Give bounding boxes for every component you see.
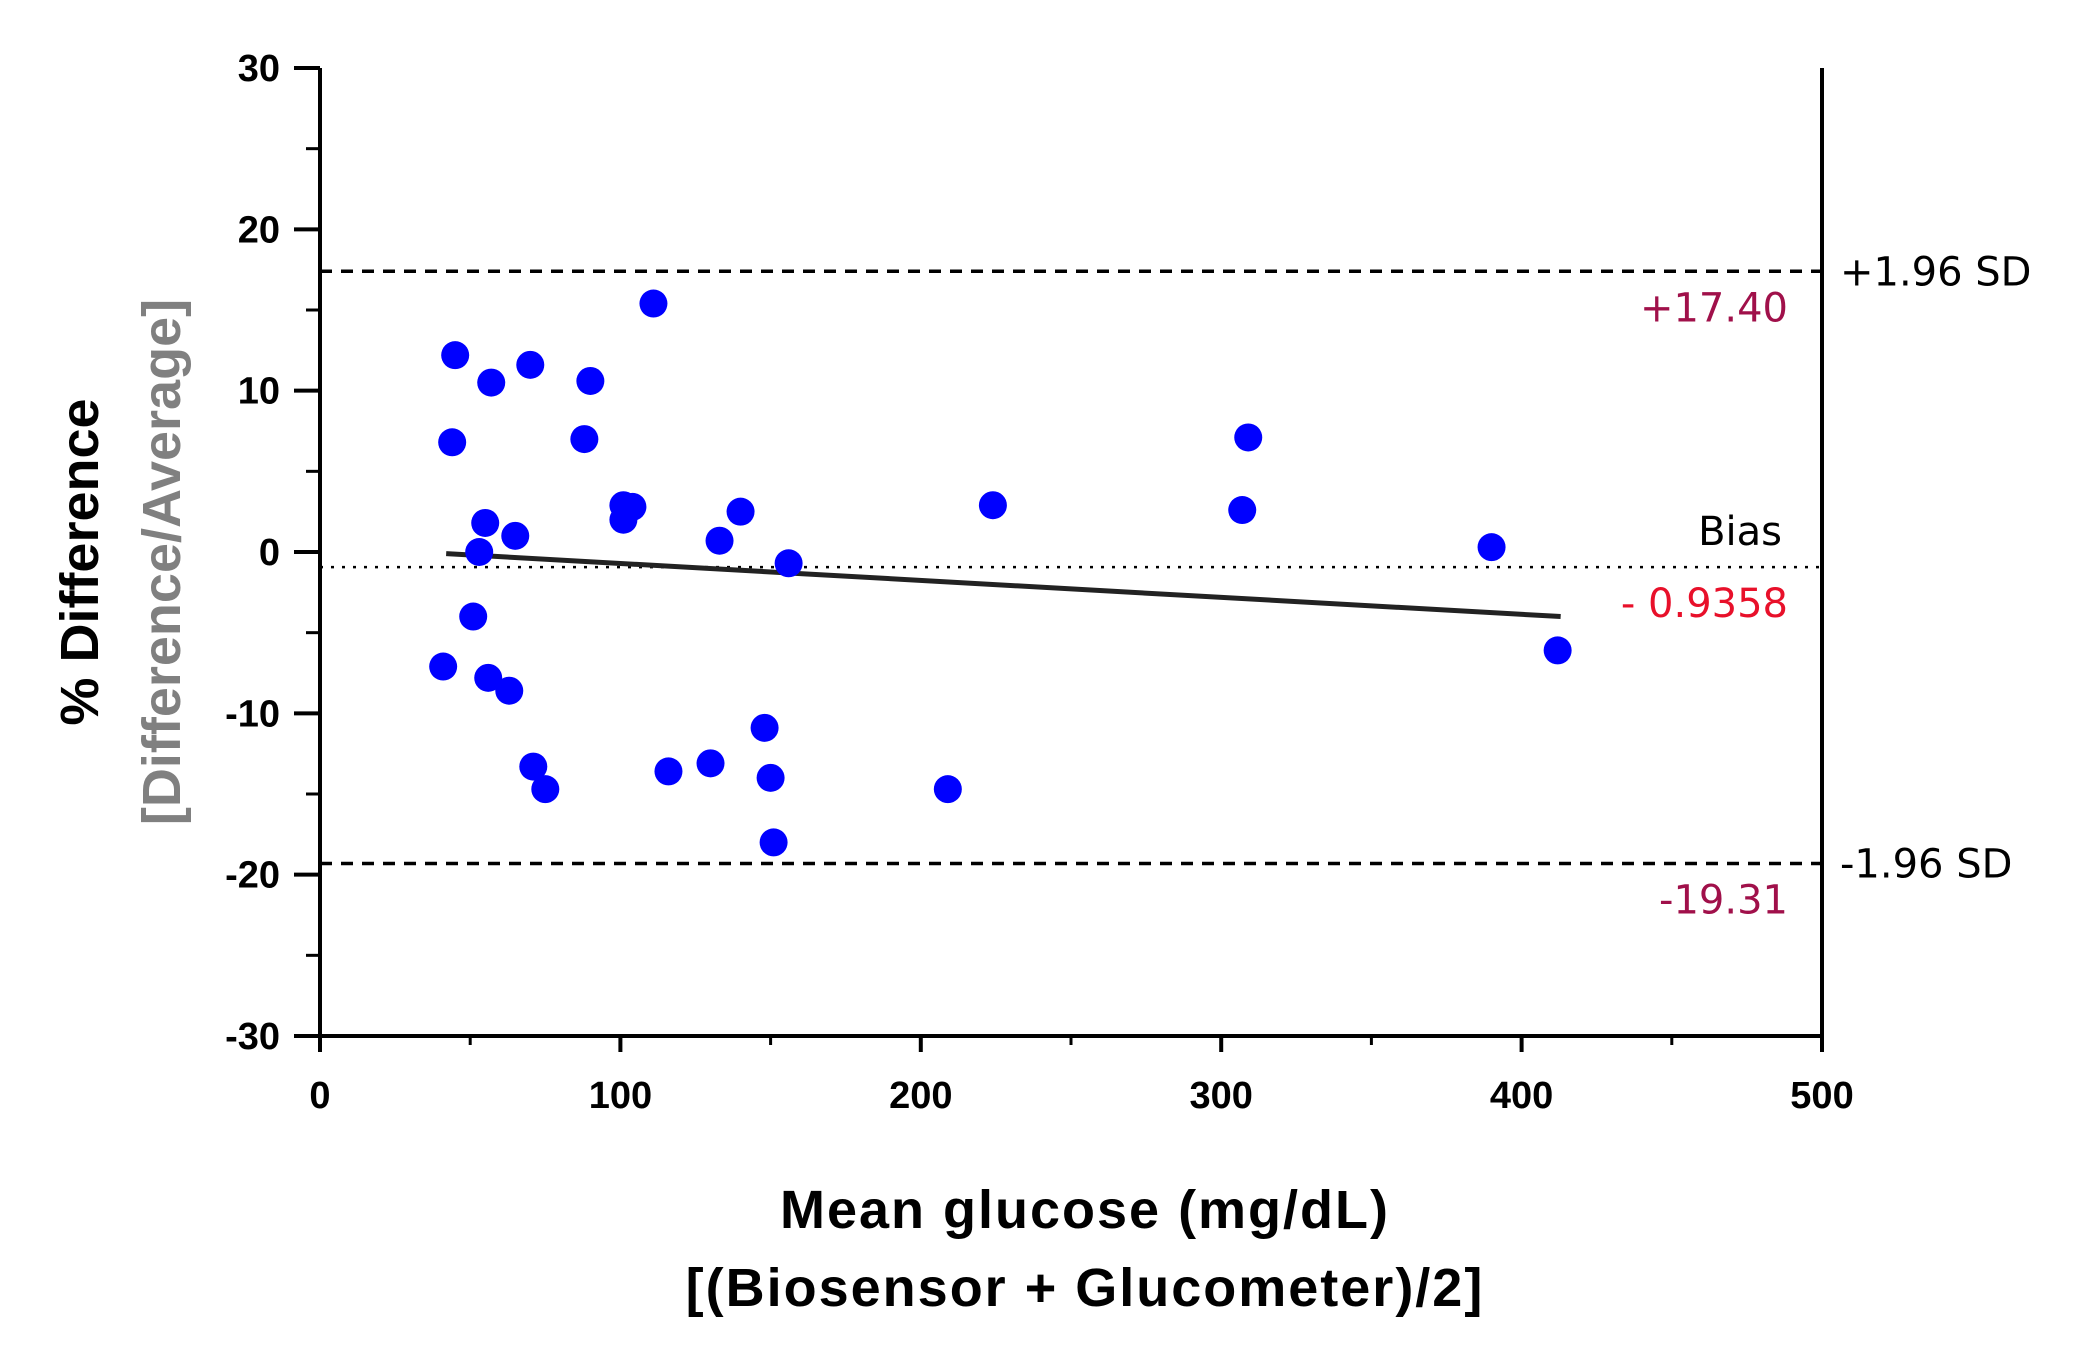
data-point (459, 602, 488, 631)
data-point (531, 775, 560, 804)
x-axis-ticks: 0 100 200 300 400 500 (309, 1036, 1854, 1117)
data-point (576, 366, 605, 395)
data-point (1543, 636, 1572, 665)
lower-limit-value: -19.31 (1659, 878, 1788, 924)
y-tick-label: -10 (225, 693, 280, 735)
bias-label: Bias (1698, 509, 1782, 555)
data-point (696, 749, 725, 778)
data-point (474, 663, 503, 692)
x-axis-subtitle: [(Biosensor + Glucometer)/2] (686, 1258, 1485, 1318)
data-point (570, 425, 599, 454)
x-tick-label: 100 (589, 1075, 652, 1117)
data-point (756, 763, 785, 792)
data-point (438, 428, 467, 457)
y-tick-label: -30 (225, 1016, 280, 1058)
data-point (705, 526, 734, 555)
y-tick-label: 30 (238, 48, 280, 90)
data-point (618, 492, 647, 521)
data-point (1477, 533, 1506, 562)
reference-lines: +1.96 SD +17.40 Bias - 0.9358 -1.96 SD -19.31 (320, 249, 2031, 924)
upper-limit-value: +17.40 (1640, 285, 1788, 331)
data-point (759, 828, 788, 857)
data-point (639, 289, 668, 318)
y-axis-ticks: 30 20 10 0 -10 -20 -30 (225, 48, 320, 1058)
data-point (654, 757, 683, 786)
bias-value: - 0.9358 (1621, 581, 1788, 627)
data-point (477, 368, 506, 397)
x-axis-title: Mean glucose (mg/dL) (780, 1180, 1390, 1240)
data-point (519, 752, 548, 781)
data-point (465, 538, 494, 566)
x-tick-label: 300 (1189, 1075, 1252, 1117)
data-point (441, 341, 470, 370)
data-point (516, 350, 545, 379)
y-tick-label: 20 (238, 209, 280, 251)
y-tick-label: -20 (225, 855, 280, 897)
data-point (1228, 496, 1257, 525)
data-point (774, 549, 803, 578)
data-point (495, 676, 524, 705)
x-tick-label: 200 (889, 1075, 952, 1117)
y-axis-subtitle: [Difference/Average] (132, 299, 192, 825)
data-point (1234, 423, 1263, 452)
data-point (429, 652, 458, 681)
data-point (978, 491, 1007, 520)
x-tick-label: 400 (1490, 1075, 1553, 1117)
regression-line (446, 551, 1561, 620)
data-points (429, 289, 1572, 857)
upper-limit-label: +1.96 SD (1840, 249, 2031, 295)
data-point (501, 521, 530, 550)
data-point (933, 775, 962, 804)
data-point (726, 497, 755, 526)
x-tick-label: 0 (309, 1075, 330, 1117)
lower-limit-label: -1.96 SD (1840, 842, 2012, 888)
y-axis-title: % Difference (50, 398, 110, 725)
y-tick-label: 10 (238, 371, 280, 413)
data-point (471, 508, 500, 537)
y-tick-label: 0 (259, 532, 280, 574)
x-tick-label: 500 (1790, 1075, 1853, 1117)
data-point (750, 713, 779, 742)
